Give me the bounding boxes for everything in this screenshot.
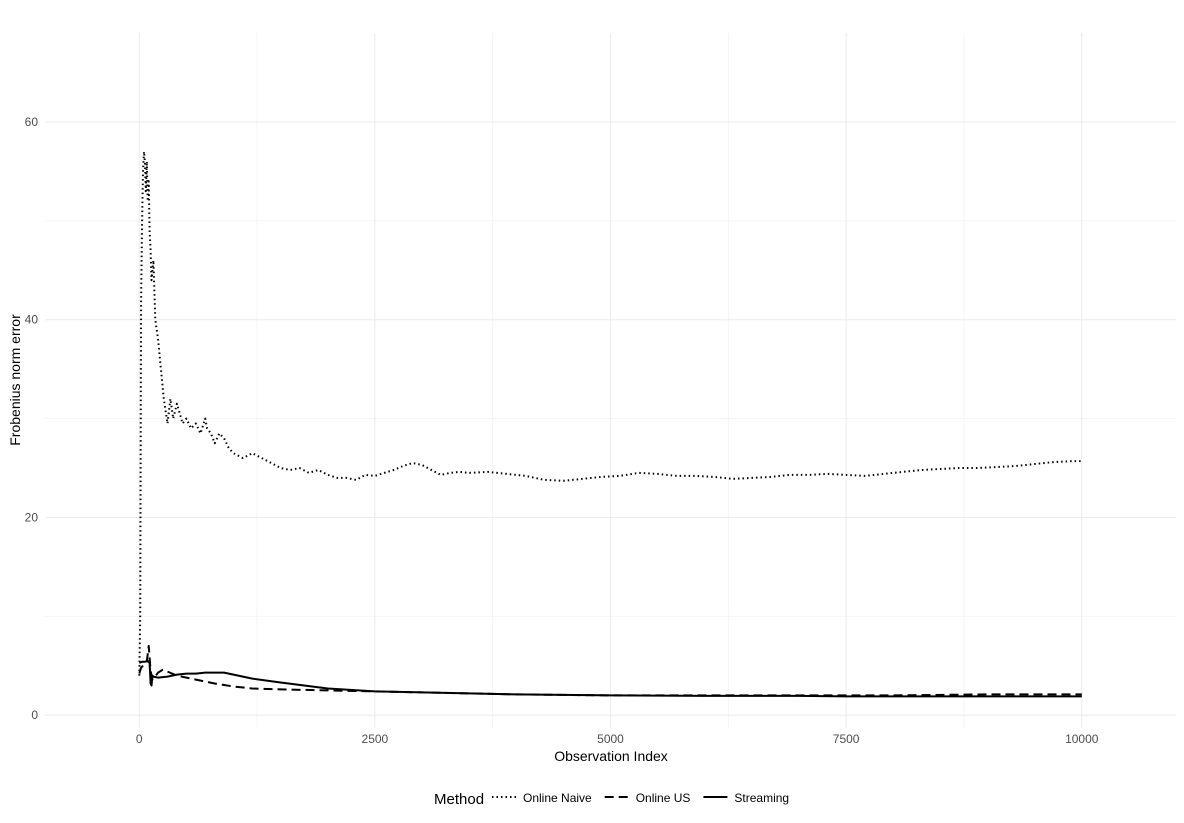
x-tick-label: 7500: [833, 732, 860, 746]
y-tick-label: 60: [25, 115, 39, 129]
y-axis-title: Frobenius norm error: [7, 314, 23, 446]
x-axis-title: Observation Index: [554, 748, 668, 764]
x-tick-label: 2500: [362, 732, 389, 746]
x-axis-ticks: 0 2500 5000 7500 10000: [136, 732, 1099, 746]
x-tick-label: 10000: [1065, 732, 1099, 746]
y-tick-label: 0: [31, 708, 38, 722]
legend-label: Streaming: [734, 791, 789, 805]
grid-major: [45, 33, 1176, 728]
x-tick-label: 5000: [597, 732, 624, 746]
series-line-online-naive: [138, 150, 1081, 676]
legend-item: Online Naive: [492, 791, 592, 805]
legend-item: Online US: [604, 791, 691, 805]
legend-title: Method: [434, 791, 484, 808]
legend-label: Online US: [636, 791, 691, 805]
series-layer: [138, 150, 1082, 698]
legend-item: Streaming: [703, 791, 789, 805]
x-tick-label: 0: [136, 732, 143, 746]
y-tick-label: 20: [25, 510, 39, 524]
y-axis-ticks: 0 20 40 60: [25, 115, 39, 722]
y-tick-label: 40: [25, 313, 39, 327]
series-line-streaming: [138, 659, 1082, 698]
legend-label: Online Naive: [523, 791, 592, 805]
legend: Method Online Naive Online US Streaming: [434, 791, 789, 808]
series-line-online-us: [138, 644, 1082, 697]
